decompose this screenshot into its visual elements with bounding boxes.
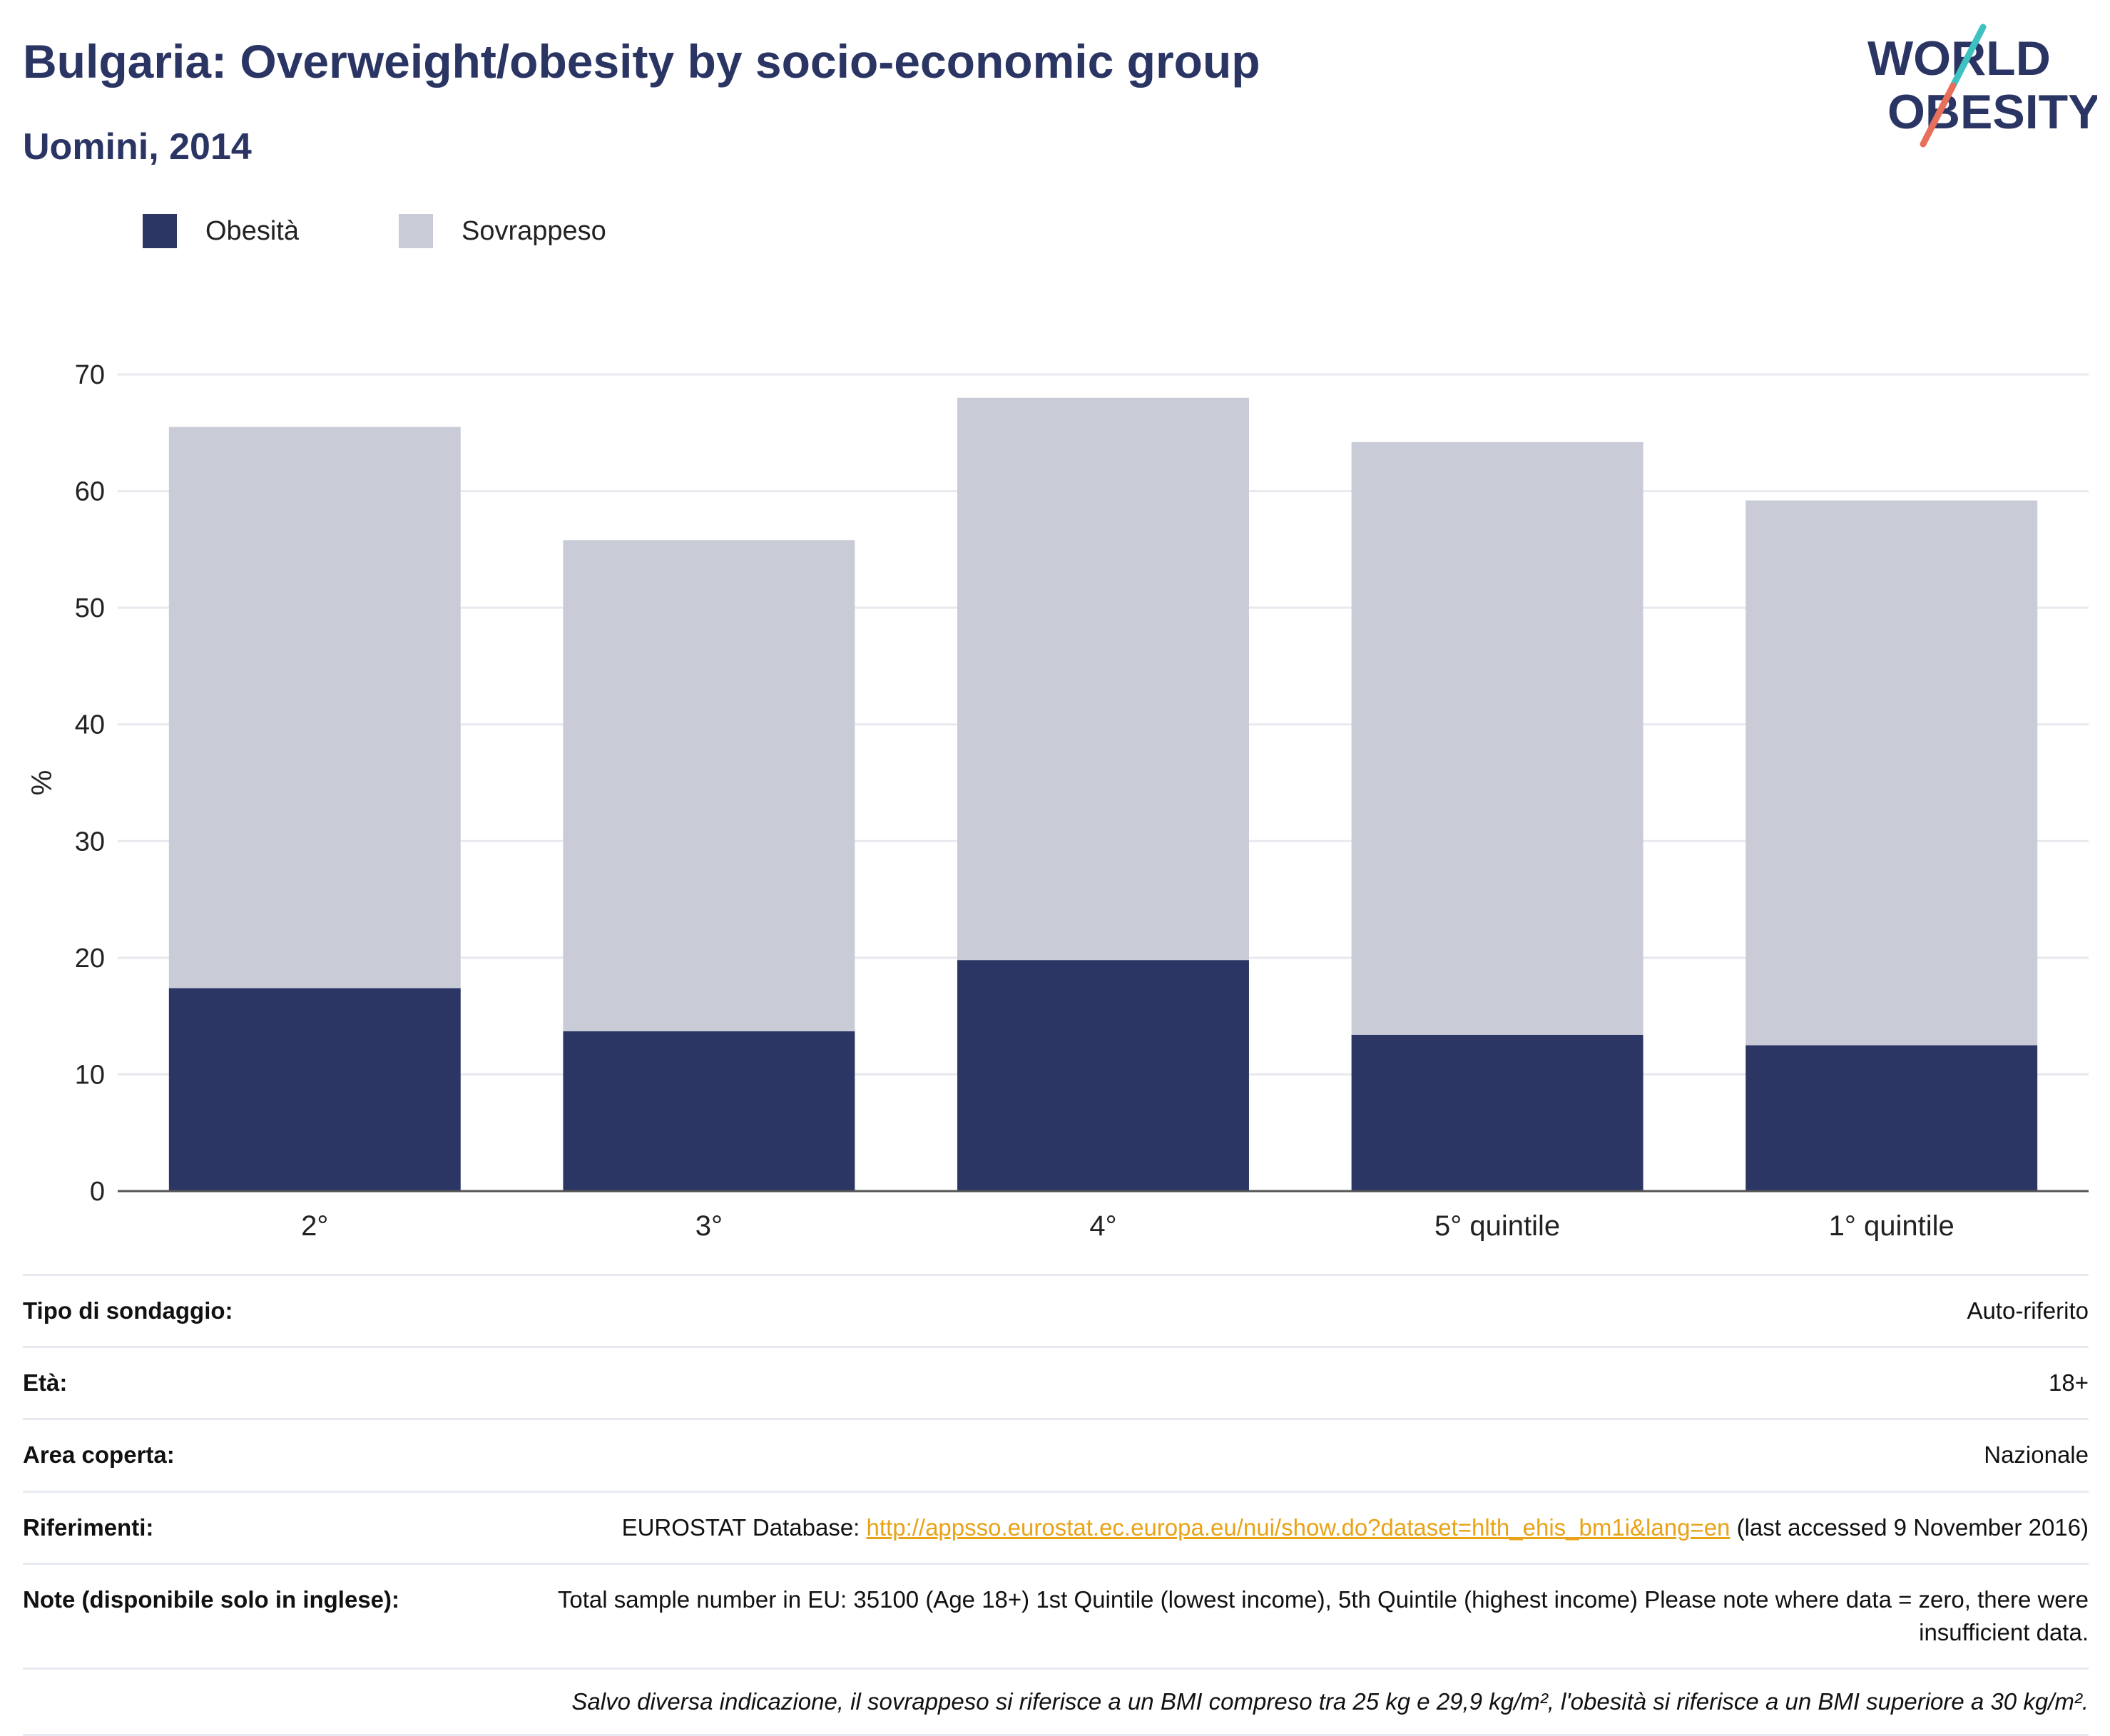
bar-obesity-2 [563, 1031, 855, 1191]
x-tick-label: 5° quintile [1434, 1210, 1560, 1241]
info-row-survey: Tipo di sondaggio: Auto-riferito [23, 1274, 2089, 1346]
info-row-age: Età: 18+ [23, 1346, 2089, 1418]
info-row-area: Area coperta: Nazionale [23, 1418, 2089, 1490]
survey-type-value: Auto-riferito [1967, 1297, 2089, 1324]
notes-value: Total sample number in EU: 35100 (Age 18… [557, 1586, 2089, 1645]
y-tick-label: 0 [90, 1177, 105, 1207]
age-label: Età: [23, 1369, 68, 1397]
x-tick-label: 1° quintile [1829, 1210, 1954, 1241]
notes-label: Note (disponibile solo in inglese): [23, 1586, 400, 1613]
references-value: EUROSTAT Database: http://appsso.eurosta… [196, 1511, 2089, 1544]
bar-chart: 0 10 20 30 40 50 60 70% 2° 3° 4° 5° quintile 1° quin… [26, 360, 2089, 1241]
survey-type-label: Tipo di sondaggio: [23, 1297, 233, 1324]
references-prefix: EUROSTAT Database: [621, 1513, 867, 1541]
y-tick-label: 10 [75, 1060, 105, 1090]
legend-item-overweight[interactable]: Sovrappeso [398, 214, 606, 248]
info-row-references: Riferimenti: EUROSTAT Database: http://a… [23, 1490, 2089, 1563]
y-tick-label: 50 [75, 593, 105, 623]
bar-obesity-5 [1745, 1045, 2038, 1191]
info-table: Tipo di sondaggio: Auto-riferito Età: 18… [23, 1274, 2089, 1736]
chart-legend: Obesità Sovrappeso [143, 211, 706, 251]
bar-overweight-4 [1351, 441, 1643, 1035]
x-tick-label: 2° [301, 1210, 328, 1241]
bar-overweight-2 [563, 540, 855, 1031]
legend-swatch-obesity [143, 214, 177, 248]
y-axis-title: % [26, 770, 58, 796]
legend-swatch-overweight [398, 214, 433, 248]
bar-obesity-4 [1351, 1034, 1643, 1191]
y-tick-label: 30 [75, 827, 105, 857]
legend-item-obesity[interactable]: Obesità [143, 214, 299, 248]
bar-overweight-3 [957, 397, 1249, 961]
legend-label-obesity: Obesità [205, 215, 299, 246]
x-tick-label: 3° [695, 1210, 723, 1241]
logo-word-obesity: OBESITY [1887, 85, 2097, 139]
references-label: Riferimenti: [23, 1513, 154, 1541]
y-tick-label: 40 [75, 710, 105, 740]
chart-subtitle: Uomini, 2014 [23, 126, 252, 168]
bar-obesity-3 [957, 960, 1249, 1191]
x-tick-label: 4° [1089, 1210, 1116, 1241]
bar-overweight-1 [168, 427, 461, 989]
logo-slash-teal [1950, 24, 1987, 89]
chart-title: Bulgaria: Overweight/obesity by socio-ec… [23, 35, 1260, 88]
y-tick-label: 20 [75, 944, 105, 974]
area-label: Area coperta: [23, 1441, 175, 1469]
logo-slash-coral [1920, 82, 1957, 148]
world-obesity-logo[interactable]: WORLD OBESITY [1862, 21, 2097, 150]
references-suffix: (last accessed 9 November 2016) [1730, 1513, 2089, 1541]
y-tick-label: 70 [75, 360, 105, 390]
eurostat-link[interactable]: http://appsso.eurostat.ec.europa.eu/nui/… [866, 1513, 1731, 1541]
y-tick-label: 60 [75, 477, 105, 507]
info-row-notes: Note (disponibile solo in inglese): Tota… [23, 1562, 2089, 1668]
legend-label-overweight: Sovrappeso [461, 215, 606, 246]
bar-overweight-5 [1745, 500, 2038, 1046]
bar-obesity-1 [168, 988, 461, 1191]
age-value: 18+ [2049, 1369, 2089, 1397]
bmi-footnote: Salvo diversa indicazione, il sovrappeso… [23, 1668, 2089, 1736]
area-value: Nazionale [1984, 1441, 2089, 1469]
